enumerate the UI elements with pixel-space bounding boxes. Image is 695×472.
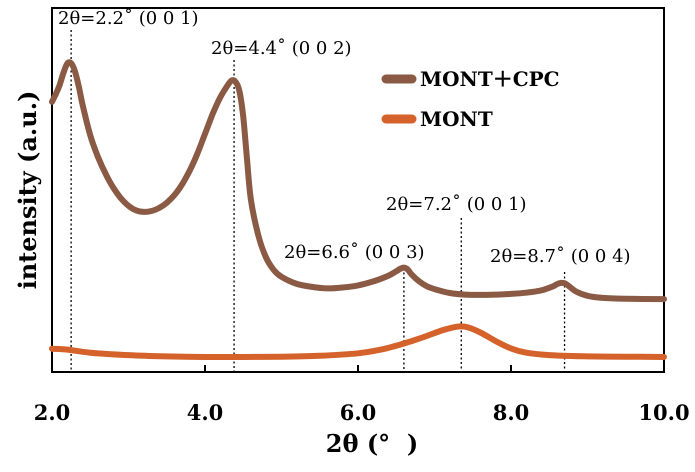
x-ticks: 2.0 4.0 6.0 8.0 10.0 xyxy=(34,365,690,425)
series-line-mont xyxy=(49,323,667,361)
x-tick-label: 8.0 xyxy=(493,400,530,425)
peak-annotation-label: 2θ=8.7˚ (0 0 4) xyxy=(490,245,631,267)
x-tick-label: 10.0 xyxy=(638,400,689,425)
peak-annotation-label: 2θ=4.4˚ (0 0 2) xyxy=(211,37,352,59)
peak-annotation-label: 2θ=6.6˚ (0 0 3) xyxy=(284,241,425,263)
legend-label-mont-cpc: MONT＋CPC xyxy=(420,67,560,91)
peak-annotations: 2θ=2.2˚ (0 0 1) 2θ=4.4˚ (0 0 2) 2θ=6.6˚ (0… xyxy=(58,7,631,267)
x-tick-label: 2.0 xyxy=(34,400,71,425)
series-layer xyxy=(49,59,667,361)
plot-frame xyxy=(51,7,665,373)
x-tick-label: 6.0 xyxy=(340,400,377,425)
peak-annotation-label: 2θ=2.2˚ (0 0 1) xyxy=(58,7,199,29)
y-axis-title: intensity (a.u.) xyxy=(13,91,42,290)
peak-annotation-label: 2θ=7.2˚ (0 0 1) xyxy=(386,193,527,215)
x-axis-title: 2θ (° ) xyxy=(326,429,418,458)
series-line-mont-cpc xyxy=(49,59,667,303)
legend: MONT＋CPC MONT xyxy=(381,67,560,131)
x-tick-label: 4.0 xyxy=(187,400,224,425)
legend-label-mont: MONT xyxy=(420,107,493,131)
